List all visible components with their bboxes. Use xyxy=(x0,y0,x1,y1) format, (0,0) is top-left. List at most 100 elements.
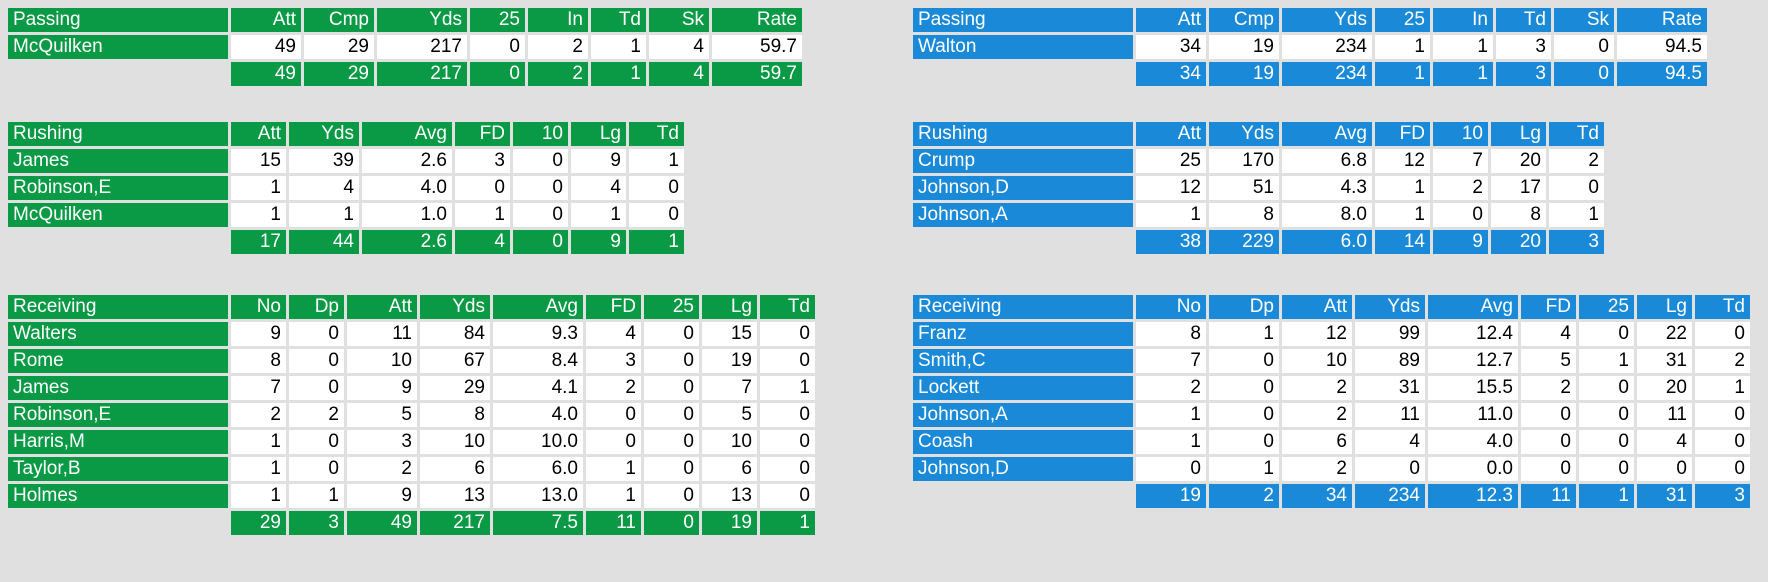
stat-cell: 4.0 xyxy=(493,403,583,427)
stat-cell: 0 xyxy=(289,376,344,400)
stat-cell: 0 xyxy=(644,376,699,400)
stat-cell: 29 xyxy=(304,35,374,59)
stat-cell: 5 xyxy=(347,403,417,427)
stat-cell: 2 xyxy=(1521,376,1576,400)
left-rushing-table: Rushing Att Yds Avg FD 10 Lg Td James 15 39 2.6 3 0 9 1… xyxy=(5,119,687,257)
player-name: James xyxy=(8,376,228,400)
table-row: Lockett 2 0 2 31 15.5 2 0 20 1 xyxy=(913,376,1750,400)
column-header: Yds xyxy=(1355,295,1425,319)
column-header: FD xyxy=(1521,295,1576,319)
stat-cell: 7 xyxy=(1433,149,1488,173)
stat-cell: 1 xyxy=(231,203,286,227)
table-row: Smith,C 7 0 10 89 12.7 5 1 31 2 xyxy=(913,349,1750,373)
stat-cell: 0 xyxy=(1695,457,1750,481)
total-cell: 2 xyxy=(1209,484,1279,508)
total-cell: 2.6 xyxy=(362,230,452,254)
stat-cell: 7 xyxy=(1136,349,1206,373)
stat-cell: 11 xyxy=(1637,403,1692,427)
player-name: James xyxy=(8,149,228,173)
stat-cell: 0 xyxy=(760,349,815,373)
stat-cell: 99 xyxy=(1355,322,1425,346)
stat-cell: 8 xyxy=(1136,322,1206,346)
stat-cell: 2 xyxy=(586,376,641,400)
stat-cell: 22 xyxy=(1637,322,1692,346)
stat-cell: 4 xyxy=(289,176,359,200)
stat-cell: 0 xyxy=(629,203,684,227)
player-name: Walton xyxy=(913,35,1133,59)
stat-cell: 2 xyxy=(1136,376,1206,400)
stat-cell: 6.8 xyxy=(1282,149,1372,173)
column-header: Yds xyxy=(1209,122,1279,146)
column-header: Avg xyxy=(493,295,583,319)
stat-cell: 1 xyxy=(455,203,510,227)
table-row: Walters 9 0 11 84 9.3 4 0 15 0 xyxy=(8,322,815,346)
stat-cell: 1 xyxy=(586,484,641,508)
stat-cell: 0 xyxy=(760,457,815,481)
stat-cell: 1 xyxy=(1209,322,1279,346)
stat-cell: 1.0 xyxy=(362,203,452,227)
stat-cell: 25 xyxy=(1136,149,1206,173)
stat-cell: 1 xyxy=(1433,35,1493,59)
stat-cell: 1 xyxy=(1579,349,1634,373)
stat-cell: 234 xyxy=(1282,35,1372,59)
column-header: Yds xyxy=(289,122,359,146)
stat-cell: 6 xyxy=(1282,430,1352,454)
column-header: 25 xyxy=(1579,295,1634,319)
player-name: Holmes xyxy=(8,484,228,508)
column-header: Att xyxy=(1136,8,1206,32)
stat-cell: 1 xyxy=(289,203,359,227)
stat-cell: 1 xyxy=(1375,35,1430,59)
stat-cell: 0 xyxy=(644,403,699,427)
stat-cell: 31 xyxy=(1355,376,1425,400)
stat-cell: 1 xyxy=(586,457,641,481)
stat-cell: 2 xyxy=(1433,176,1488,200)
stat-cell: 9 xyxy=(571,149,626,173)
column-header: Lg xyxy=(702,295,757,319)
stat-cell: 20 xyxy=(1491,149,1546,173)
stat-cell: 0 xyxy=(586,430,641,454)
stat-cell: 3 xyxy=(586,349,641,373)
stat-cell: 0 xyxy=(1209,349,1279,373)
section-title: Passing xyxy=(8,8,228,32)
total-row: 49 29 217 0 2 1 4 59.7 xyxy=(8,62,802,86)
stat-cell: 9 xyxy=(347,484,417,508)
stat-cell: 1 xyxy=(1136,430,1206,454)
stat-cell: 0 xyxy=(1579,376,1634,400)
total-cell: 217 xyxy=(420,511,490,535)
stat-cell: 0 xyxy=(760,403,815,427)
stat-cell: 1 xyxy=(1375,203,1430,227)
stat-cell: 0 xyxy=(289,430,344,454)
player-name: Harris,M xyxy=(8,430,228,454)
player-name: Coash xyxy=(913,430,1133,454)
section-title: Rushing xyxy=(8,122,228,146)
column-header: Lg xyxy=(571,122,626,146)
stat-cell: 4 xyxy=(586,322,641,346)
table-row: Holmes 1 1 9 13 13.0 1 0 13 0 xyxy=(8,484,815,508)
player-name: Franz xyxy=(913,322,1133,346)
player-name: McQuilken xyxy=(8,35,228,59)
table-row: Robinson,E 2 2 5 8 4.0 0 0 5 0 xyxy=(8,403,815,427)
total-cell: 229 xyxy=(1209,230,1279,254)
stat-cell: 1 xyxy=(1136,403,1206,427)
table-row: Taylor,B 1 0 2 6 6.0 1 0 6 0 xyxy=(8,457,815,481)
stat-cell: 1 xyxy=(289,484,344,508)
stat-cell: 0 xyxy=(470,35,525,59)
column-header: Sk xyxy=(1554,8,1614,32)
stat-cell: 0 xyxy=(760,430,815,454)
column-header: 10 xyxy=(513,122,568,146)
column-header: Dp xyxy=(289,295,344,319)
stat-cell: 4.3 xyxy=(1282,176,1372,200)
stat-cell: 0 xyxy=(1209,430,1279,454)
stat-cell: 0 xyxy=(1521,457,1576,481)
total-cell: 29 xyxy=(231,511,286,535)
table-row: Walton 34 19 234 1 1 3 0 94.5 xyxy=(913,35,1707,59)
total-cell: 1 xyxy=(1375,62,1430,86)
table-row: Johnson,A 1 8 8.0 1 0 8 1 xyxy=(913,203,1604,227)
column-header: Td xyxy=(591,8,646,32)
stat-cell: 10 xyxy=(347,349,417,373)
stat-cell: 0.0 xyxy=(1428,457,1518,481)
total-cell: 34 xyxy=(1282,484,1352,508)
stat-cell: 8 xyxy=(1209,203,1279,227)
total-cell: 31 xyxy=(1637,484,1692,508)
stat-cell: 8 xyxy=(420,403,490,427)
